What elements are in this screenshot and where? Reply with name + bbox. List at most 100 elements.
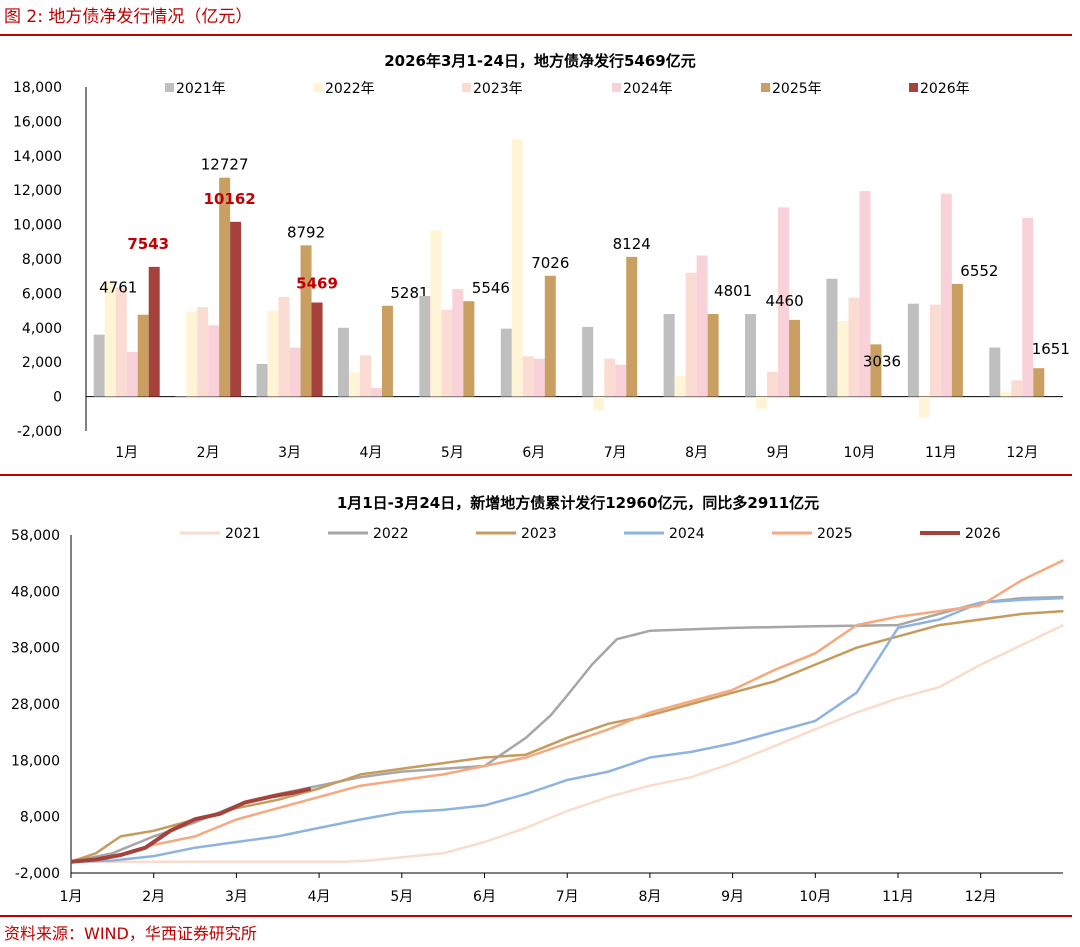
y-tick-label: 48,000 [11, 584, 60, 600]
bar [311, 302, 323, 397]
x-tick-label: 12月 [1006, 445, 1038, 461]
y-tick-label: 14,000 [13, 149, 62, 165]
legend-label: 2024 [669, 526, 705, 542]
data-label-2026: 5469 [296, 275, 338, 293]
bar [826, 278, 838, 397]
bar [1033, 368, 1045, 397]
x-tick-label: 2月 [197, 445, 220, 461]
x-tick-label: 6月 [522, 445, 545, 461]
legend-label: 2026年 [920, 81, 970, 97]
series-line [70, 596, 1064, 863]
x-tick-label: 2月 [142, 889, 165, 905]
bar [381, 305, 393, 397]
bar-chart: 2026年3月1-24日，地方债净发行5469亿元 18,000 16,000 14,… [13, 52, 1070, 461]
data-label-2025: 4761 [99, 279, 137, 297]
x-tick-label: 12月 [965, 889, 997, 905]
bar [278, 296, 290, 397]
bar [604, 358, 616, 397]
legend-label: 2026 [965, 526, 1001, 542]
data-label-2025: 12727 [201, 156, 249, 174]
x-tick-label: 3月 [278, 445, 301, 461]
x-tick-label: 9月 [767, 445, 790, 461]
bar [756, 396, 768, 409]
bar [500, 328, 512, 397]
footer-rule [0, 915, 1072, 917]
y-tick-label: 6,000 [22, 286, 62, 302]
bar [615, 364, 627, 397]
x-tick-label: 8月 [685, 445, 708, 461]
bar [370, 388, 382, 397]
x-tick-label: 4月 [308, 889, 331, 905]
legend-label: 2023年 [473, 81, 523, 97]
bar [626, 256, 638, 397]
legend-swatch [462, 83, 471, 92]
data-label-2025: 5281 [390, 284, 428, 302]
bar [533, 358, 545, 397]
bar [115, 287, 127, 397]
bar [186, 311, 198, 397]
legend-label: 2024年 [623, 81, 673, 97]
y-tick-label: 58,000 [11, 528, 60, 544]
legend-swatch [612, 83, 621, 92]
bar [674, 375, 686, 397]
bar [707, 314, 719, 397]
data-label-2025: 5546 [472, 279, 510, 297]
y-tick-label: 16,000 [13, 114, 62, 130]
data-label-2025: 8124 [613, 235, 651, 253]
bar [918, 396, 930, 418]
bar [522, 356, 534, 397]
x-tick-label: 7月 [556, 889, 579, 905]
divider-rule [0, 474, 1072, 476]
x-tick-label: 7月 [604, 445, 627, 461]
figure-title: 图 2: 地方债净发行情况（亿元） [4, 7, 253, 27]
y-tick-label: 18,000 [11, 753, 60, 769]
bar [126, 351, 138, 397]
bar [544, 275, 556, 397]
bar [789, 319, 801, 397]
x-tick-label: 6月 [473, 889, 496, 905]
bar [685, 272, 697, 397]
x-tick-label: 11月 [882, 889, 914, 905]
series-line [70, 559, 1064, 863]
data-label-2026: 10162 [204, 190, 256, 208]
bar [348, 372, 360, 397]
x-tick-label: 10月 [799, 889, 831, 905]
bar [463, 301, 475, 397]
bar [300, 245, 312, 397]
bar [230, 221, 242, 397]
bar [175, 396, 187, 398]
legend-label: 2023 [521, 526, 557, 542]
data-label-2025: 6552 [960, 262, 998, 280]
bar [859, 191, 871, 397]
x-tick-label: 8月 [638, 889, 661, 905]
x-tick-label: 1月 [115, 445, 138, 461]
series-line [70, 595, 1064, 863]
line-chart-title: 1月1日-3月24日，新增地方债累计发行12960亿元，同比多2911亿元 [337, 494, 819, 512]
bar [837, 320, 849, 397]
x-tick-label: 4月 [359, 445, 382, 461]
data-label-2025: 4460 [765, 292, 803, 310]
bar [256, 363, 268, 397]
bar [940, 193, 952, 397]
x-tick-label: 5月 [390, 889, 413, 905]
bar [219, 177, 231, 397]
bar [593, 396, 605, 411]
bar [767, 371, 779, 397]
y-tick-label: -2,000 [15, 866, 60, 882]
data-label-2026: 7543 [127, 235, 169, 253]
series-line [71, 623, 1064, 863]
legend-label: 2021 [225, 526, 261, 542]
bar [337, 327, 349, 397]
bar [582, 326, 594, 397]
bar-chart-title: 2026年3月1-24日，地方债净发行5469亿元 [384, 52, 695, 70]
bar [430, 230, 442, 397]
y-tick-label: 18,000 [13, 80, 62, 96]
bar [359, 355, 371, 397]
data-label-2025: 3036 [863, 352, 901, 370]
x-tick-label: 3月 [225, 889, 248, 905]
bar [1011, 380, 1023, 397]
bar [289, 347, 301, 397]
bar [1000, 391, 1012, 397]
y-tick-label: -2,000 [17, 424, 62, 440]
bar [989, 347, 1001, 397]
